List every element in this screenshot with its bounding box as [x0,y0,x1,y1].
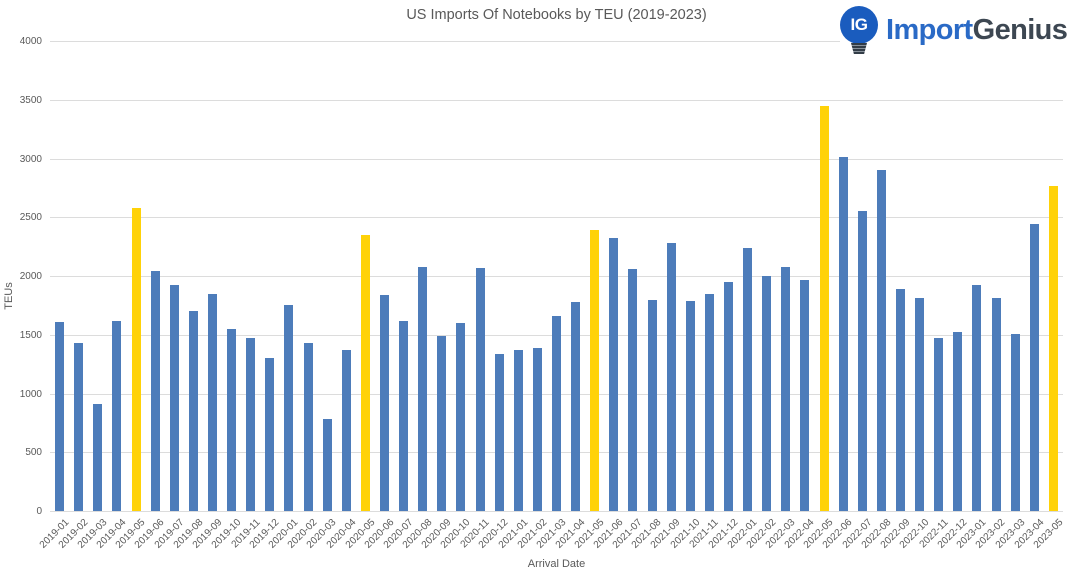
bar-2019-09 [207,293,217,511]
bar-2021-07 [628,268,638,511]
bar-2022-06 [838,157,848,511]
bar-2022-08 [876,170,886,511]
bar-2021-05 [590,230,600,511]
bar-2020-07 [399,320,409,511]
logo-wordmark: ImportGenius [886,13,1068,47]
bar-2019-01 [55,321,65,511]
bar-2019-03 [93,404,103,511]
bar-2021-10 [685,300,695,511]
y-tick-label-4000: 4000 [19,36,42,47]
bar-2021-11 [704,293,714,511]
bar-2023-05 [1048,185,1058,511]
bar-2021-08 [647,299,657,511]
bulb-base-icon [851,43,867,54]
bar-2023-03 [1010,333,1020,511]
bar-2019-10 [227,328,237,511]
bar-2019-08 [188,311,198,511]
bar-2021-06 [609,238,619,511]
gridline-2000 [50,276,1063,277]
bar-2022-02 [762,276,772,511]
bar-2021-12 [724,281,734,511]
bar-2019-12 [265,358,275,511]
bar-2020-01 [284,305,294,511]
bar-2020-12 [494,353,504,511]
gridline-3000 [50,158,1063,160]
bar-2019-06 [150,271,160,511]
bar-2021-02 [532,347,542,511]
gridline-4000 [50,41,1063,42]
bar-2022-11 [934,338,944,511]
bar-2022-01 [743,247,753,511]
bar-2019-05 [131,207,141,511]
plot-area [50,41,1063,512]
gridline-3500 [50,99,1063,101]
bar-2022-12 [953,332,963,511]
bar-2023-04 [1029,224,1039,511]
chart-title: US Imports Of Notebooks by TEU (2019-202… [406,7,707,23]
y-tick-label-1500: 1500 [19,329,42,341]
gridline-0 [50,511,1063,512]
bar-2019-07 [169,285,179,511]
bar-2022-05 [819,105,829,511]
x-axis-title: Arrival Date [527,558,586,570]
bar-2020-09 [437,335,447,511]
y-axis-title: TEUs [2,282,15,310]
y-tick-label-2000: 2000 [19,271,42,282]
bar-2020-02 [303,342,313,511]
y-tick-label-0: 0 [36,506,42,517]
y-tick-label-3000: 3000 [19,153,42,165]
bar-2022-09 [896,288,906,511]
bar-2020-06 [379,294,389,511]
bar-2020-11 [475,267,485,511]
bar-2022-04 [800,279,810,511]
bar-2019-04 [112,320,122,511]
bar-2021-09 [666,243,676,511]
bar-2020-05 [360,234,370,511]
y-tick-label-1000: 1000 [19,388,42,400]
lightbulb-icon: IG [840,4,878,56]
bar-2023-01 [972,285,982,511]
bar-2022-03 [781,266,791,511]
bar-2019-11 [246,338,256,511]
logo-text-import: Import [886,13,973,46]
bar-2020-03 [322,419,332,511]
bar-2021-01 [513,350,523,511]
logo-monogram: IG [840,6,878,44]
bar-2019-02 [74,342,84,511]
bar-2020-08 [418,266,428,511]
bar-2022-10 [915,298,925,511]
bar-2021-04 [571,301,581,511]
importgenius-logo: IG ImportGenius [840,0,1080,58]
gridline-2500 [50,217,1063,219]
bar-2021-03 [552,315,561,511]
y-tick-label-2500: 2500 [19,212,42,224]
y-tick-label-3500: 3500 [19,94,42,106]
logo-text-genius: Genius [972,13,1068,46]
bar-2020-10 [456,323,466,511]
bar-2022-07 [857,211,867,511]
y-tick-label-500: 500 [25,447,42,459]
bar-2020-04 [341,350,351,511]
bar-2023-02 [991,298,1001,511]
